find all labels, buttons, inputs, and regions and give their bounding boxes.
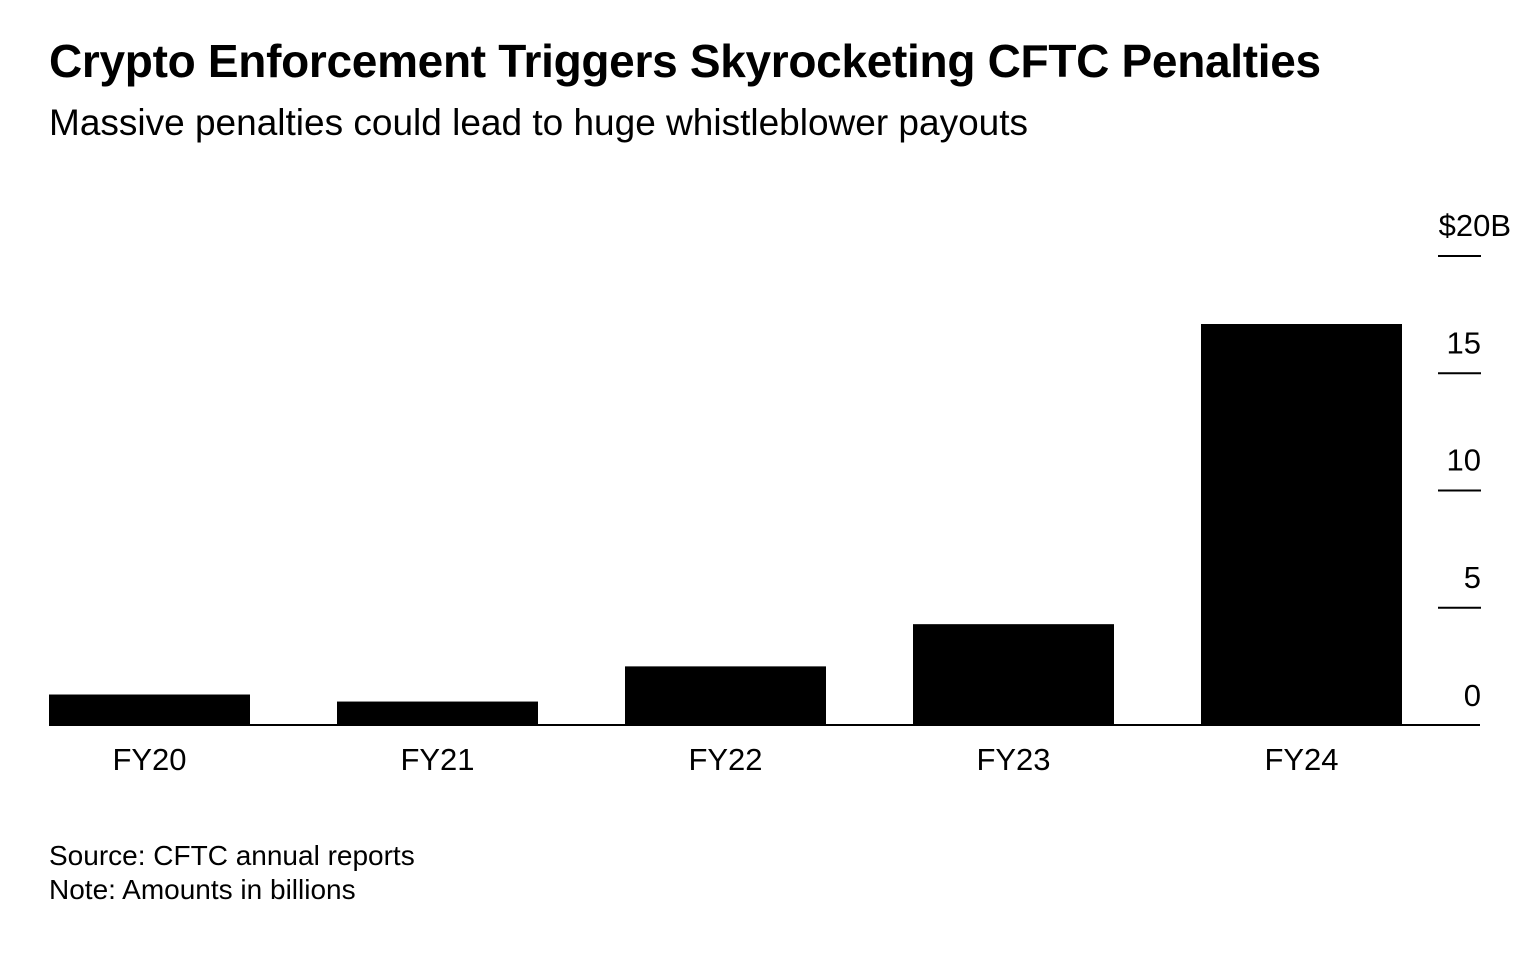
x-tick-label: FY20 [112,742,186,777]
chart-subtitle: Massive penalties could lead to huge whi… [49,102,1029,143]
y-tick-label: 0 [1464,678,1481,713]
bar [49,694,250,725]
x-tick-label: FY23 [976,742,1050,777]
chart-title: Crypto Enforcement Triggers Skyrocketing… [49,35,1321,87]
x-tick-label: FY22 [688,742,762,777]
y-tick-label: 15 [1447,325,1481,360]
x-tick-label: FY24 [1264,742,1338,777]
y-tick-label: 10 [1447,443,1481,478]
bar [1201,324,1402,725]
y-tick-label: $20B [1439,208,1511,243]
units-note: Note: Amounts in billions [49,874,356,905]
bar [913,624,1114,725]
bar [337,701,538,725]
x-tick-label: FY21 [400,742,474,777]
bar [625,666,826,725]
y-tick-label: 5 [1464,560,1481,595]
source-note: Source: CFTC annual reports [49,840,415,871]
